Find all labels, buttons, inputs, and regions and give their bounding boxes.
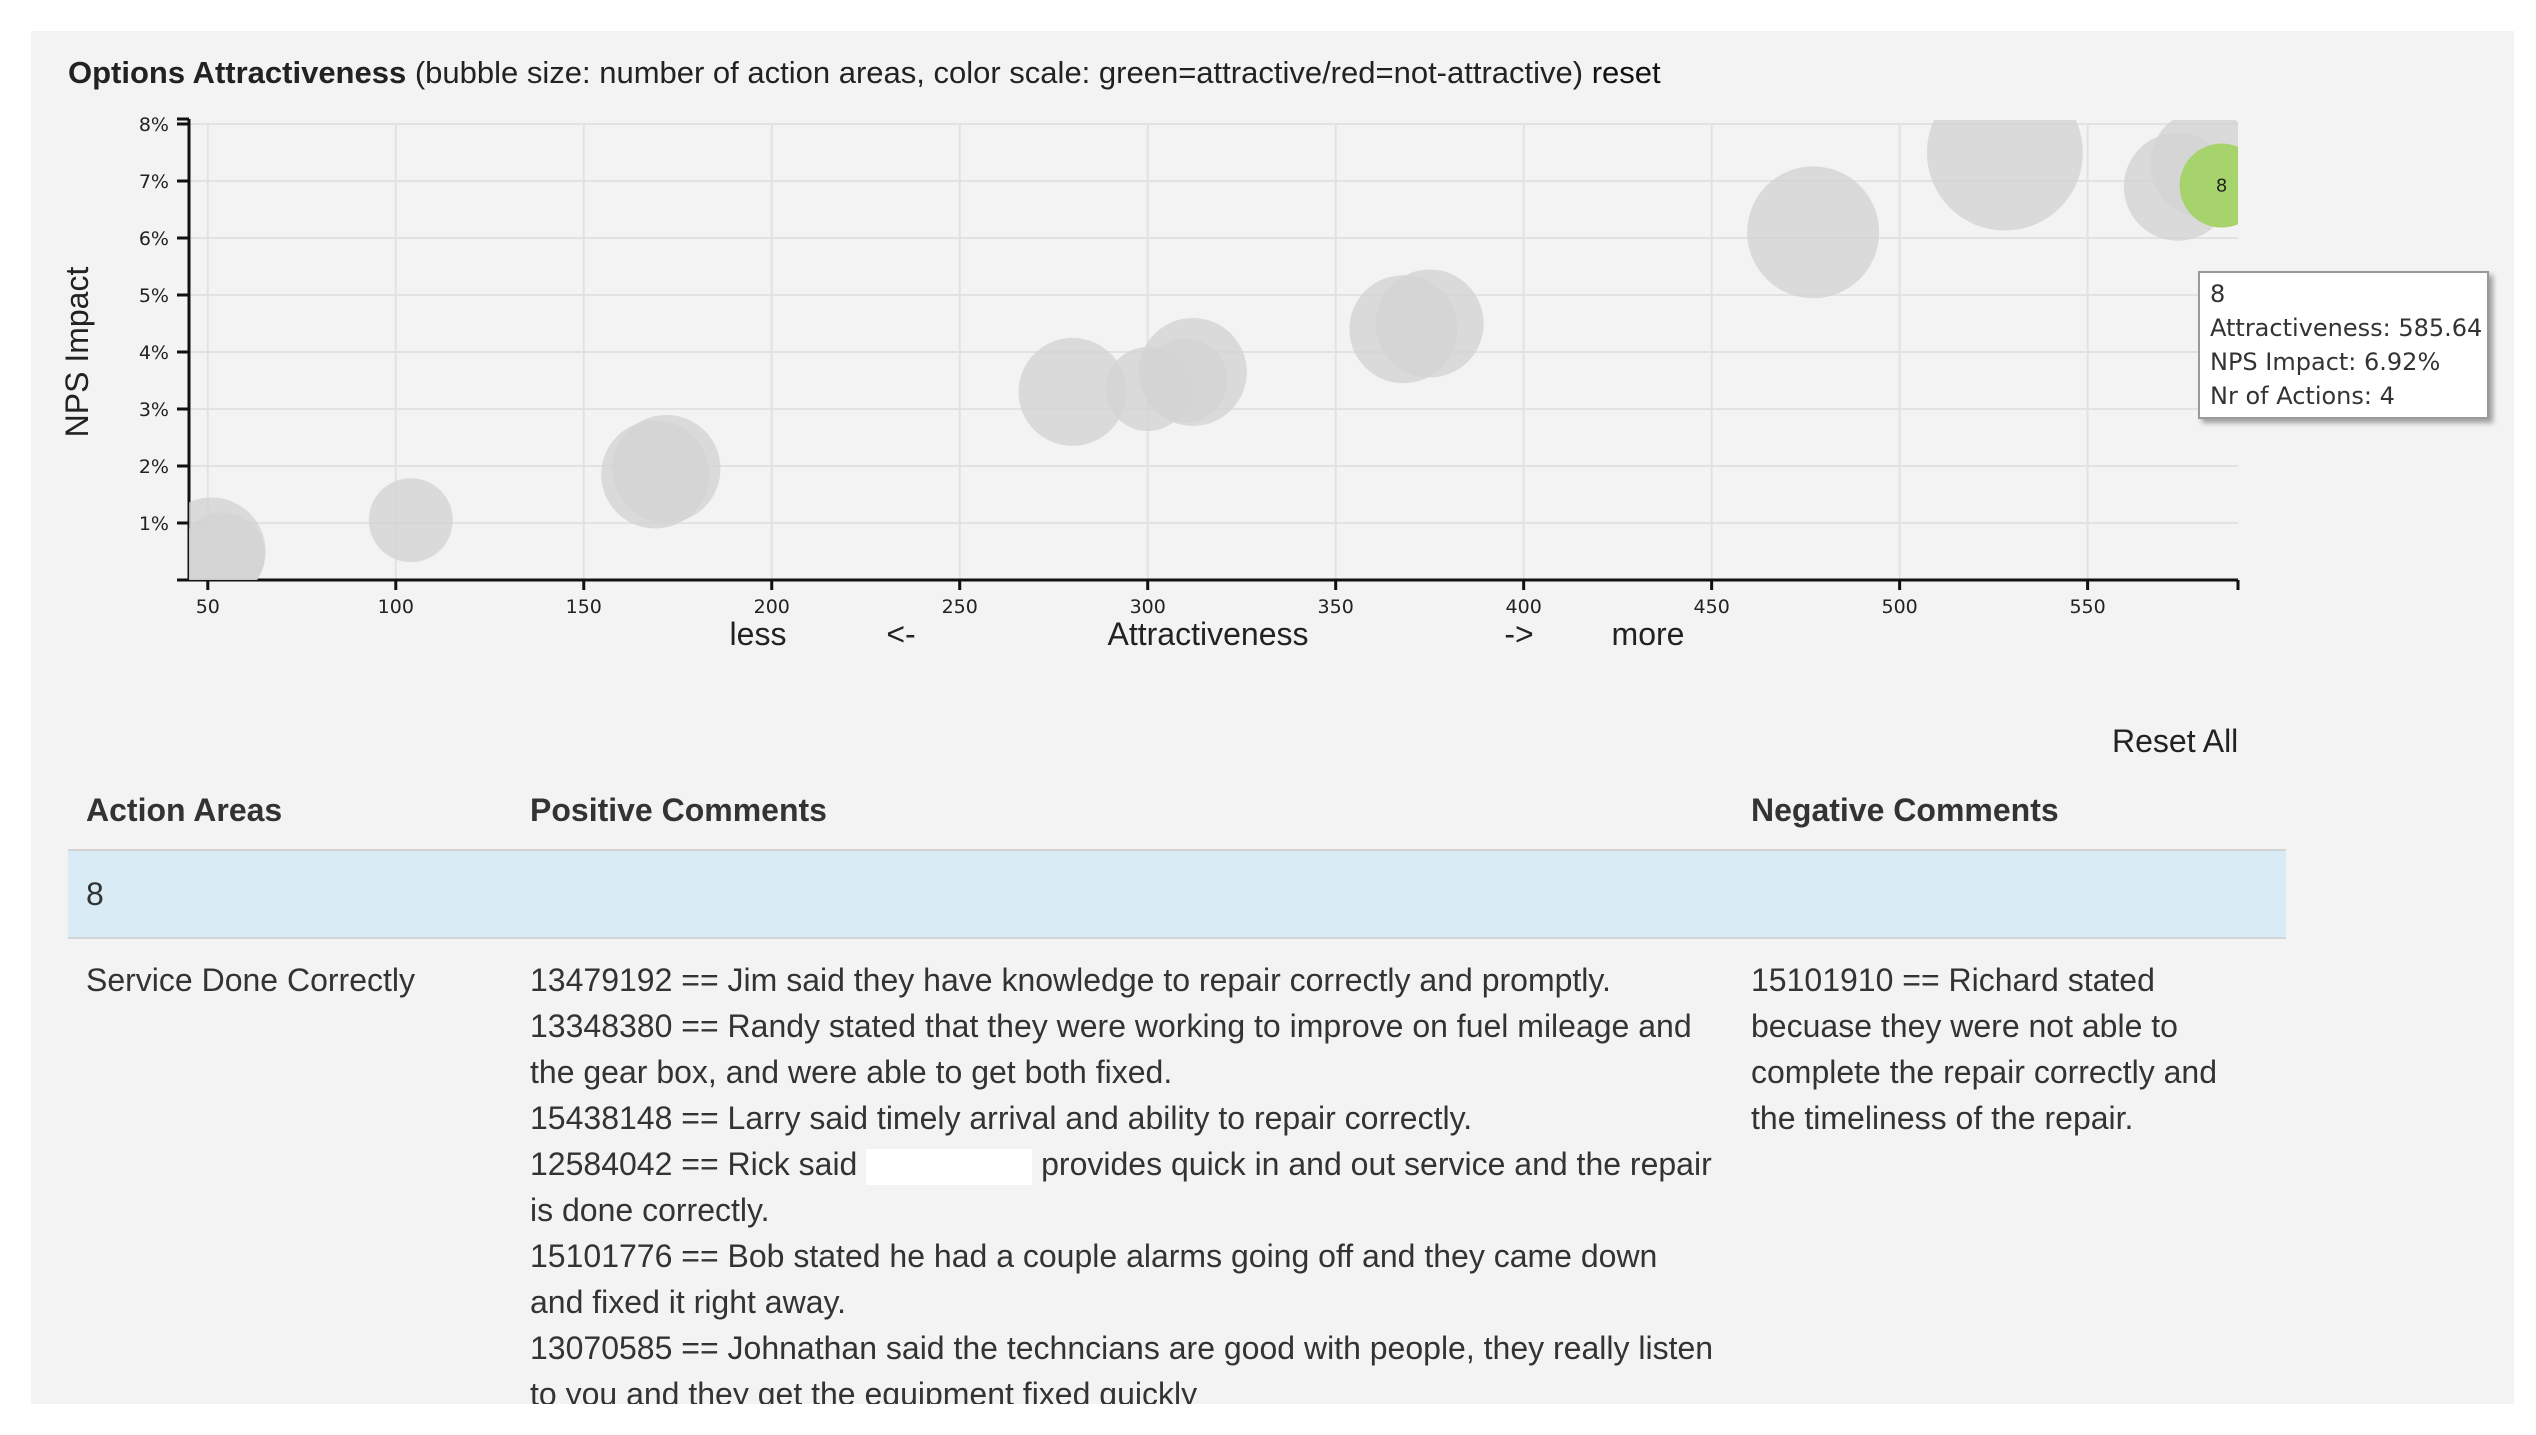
- group-label: 8: [68, 850, 2286, 939]
- x-tick-label: 100: [378, 596, 414, 618]
- y-tick-label: 3%: [139, 399, 169, 421]
- group-row[interactable]: 8: [68, 850, 2286, 939]
- bubble[interactable]: [1747, 166, 1880, 299]
- tooltip-nr-actions: Nr of Actions: 4: [2210, 382, 2395, 410]
- x-axis-more-label: more: [1612, 616, 1685, 652]
- x-tick-label: 200: [754, 596, 790, 618]
- action-area-cell: Service Done Correctly: [86, 962, 415, 998]
- x-axis-left-arrow: <-: [886, 616, 915, 652]
- positive-comment: 13479192 == Jim said they have knowledge…: [530, 962, 1611, 998]
- bubble[interactable]: [1018, 337, 1127, 446]
- y-tick-label: 2%: [139, 456, 169, 478]
- x-axis-less-label: less: [730, 616, 787, 652]
- x-tick-label: 400: [1506, 596, 1542, 618]
- positive-comment: 15101776 == Bob stated he had a couple a…: [530, 1238, 1658, 1320]
- x-tick-label: 450: [1694, 596, 1730, 618]
- bubble-chart: 50 100 150 200 250 300 350 400 450 500 550 1% 2% 3% 4%…: [59, 75, 2264, 652]
- tooltip-attractiveness: Attractiveness: 585.64: [2210, 314, 2483, 342]
- bubble[interactable]: [612, 414, 721, 523]
- y-tick-label: 5%: [139, 285, 169, 307]
- positive-comment-start: 12584042 == Rick said: [530, 1146, 867, 1182]
- positive-comments-cell: 13479192 == Jim said they have knowledge…: [512, 938, 1733, 1404]
- chart-title-main: Options Attractiveness: [68, 55, 407, 90]
- negative-comment: 15101910 == Richard stated becuase they …: [1751, 962, 2217, 1136]
- y-tick-label: 6%: [139, 228, 169, 250]
- x-tick-label: 150: [566, 596, 602, 618]
- positive-comment: 15438148 == Larry said timely arrival an…: [530, 1100, 1473, 1136]
- x-tick-label: 350: [1318, 596, 1354, 618]
- comments-table: Action Areas Positive Comments Negative …: [68, 776, 2286, 1404]
- bubble[interactable]: [1375, 269, 1484, 378]
- header-action-areas[interactable]: Action Areas: [68, 776, 512, 851]
- bubble[interactable]: [1926, 75, 2083, 231]
- table-header-row: Action Areas Positive Comments Negative …: [68, 776, 2286, 851]
- table-row: Service Done Correctly 13479192 == Jim s…: [68, 938, 2286, 1404]
- negative-comments-cell: 15101910 == Richard stated becuase they …: [1733, 938, 2286, 1404]
- x-tick-label: 250: [942, 596, 978, 618]
- reset-all-button[interactable]: Reset All: [2112, 723, 2239, 759]
- redacted-block: [866, 1148, 1033, 1185]
- positive-comment-end: provides quick in and out service and th…: [530, 1146, 1712, 1228]
- positive-comment: 12584042 == Rick said provides quick in …: [530, 1141, 1715, 1233]
- bubble-tooltip: 8 Attractiveness: 585.64 NPS Impact: 6.9…: [2198, 271, 2489, 419]
- x-axis-right-arrow: ->: [1504, 616, 1533, 652]
- chart-reset-link[interactable]: reset: [1591, 55, 1661, 90]
- tooltip-nps-impact: NPS Impact: 6.92%: [2210, 348, 2441, 376]
- chart-panel: Options Attractiveness (bubble size: num…: [31, 31, 2514, 1404]
- chart-title-subtitle: (bubble size: number of action areas, co…: [406, 55, 1592, 90]
- x-axis-title: Attractiveness: [1108, 616, 1309, 652]
- y-tick-label: 4%: [139, 342, 169, 364]
- header-negative-comments[interactable]: Negative Comments: [1733, 776, 2286, 851]
- bubble-label: 8: [2216, 176, 2227, 197]
- x-tick-label: 300: [1130, 596, 1166, 618]
- x-tick-label: 50: [196, 596, 220, 618]
- chart-title: Options Attractiveness (bubble size: num…: [68, 55, 1661, 91]
- bubble[interactable]: [1138, 317, 1247, 426]
- bubbles-group: 8: [181, 75, 2264, 596]
- y-tick-label: 8%: [139, 114, 169, 136]
- y-axis-title: NPS Impact: [59, 267, 95, 438]
- bubble-highlighted[interactable]: [2179, 143, 2264, 228]
- tooltip-title: 8: [2210, 280, 2226, 308]
- bubble[interactable]: [368, 478, 453, 563]
- header-positive-comments[interactable]: Positive Comments: [512, 776, 1733, 851]
- bubble[interactable]: [181, 512, 265, 596]
- x-tick-label: 500: [1882, 596, 1918, 618]
- positive-comment: 13348380 == Randy stated that they were …: [530, 1008, 1692, 1090]
- y-tick-label: 1%: [139, 513, 169, 535]
- x-tick-label: 550: [2069, 596, 2105, 618]
- positive-comment: 13070585 == Johnathan said the techncian…: [530, 1330, 1714, 1404]
- y-tick-label: 7%: [139, 171, 169, 193]
